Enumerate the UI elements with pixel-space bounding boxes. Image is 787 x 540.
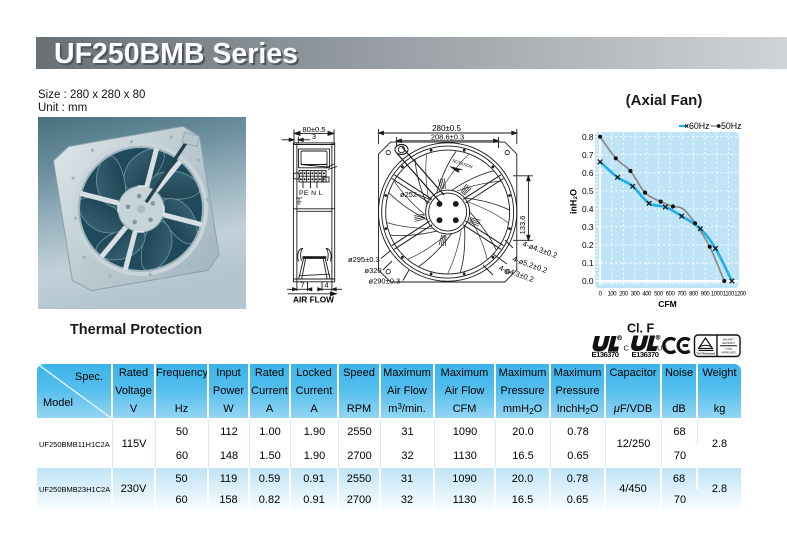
svg-text:700: 700: [677, 292, 687, 298]
svg-text:200: 200: [619, 292, 629, 298]
svg-text:900: 900: [701, 292, 711, 298]
svg-text:60Hz: 60Hz: [689, 121, 710, 131]
svg-text:E136370: E136370: [592, 350, 619, 359]
svg-text:C: C: [624, 344, 630, 353]
svg-text:E136370: E136370: [632, 350, 659, 359]
svg-text:TUV Rheinland: TUV Rheinland: [696, 352, 715, 356]
svg-text:R: R: [656, 335, 659, 340]
svg-text:1000: 1000: [711, 292, 724, 298]
svg-text:R: R: [618, 336, 621, 341]
svg-text:0: 0: [599, 292, 603, 298]
svg-text:1100: 1100: [723, 292, 735, 298]
svg-text:133.6: 133.6: [518, 216, 527, 235]
svg-text:208.6±0.3: 208.6±0.3: [431, 132, 464, 141]
svg-text:80±0.5: 80±0.5: [302, 125, 325, 134]
svg-text:PE N L: PE N L: [299, 190, 323, 197]
svg-text:300: 300: [631, 292, 641, 298]
svg-text:0.8: 0.8: [582, 132, 594, 142]
svg-text:1200: 1200: [734, 292, 747, 298]
svg-text:inH₂O: inH₂O: [570, 189, 579, 214]
svg-text:APPROVED: APPROVED: [721, 350, 736, 354]
svg-text:ROTATION: ROTATION: [452, 158, 474, 169]
svg-text:CFM: CFM: [658, 299, 676, 309]
svg-text:500: 500: [654, 292, 664, 298]
svg-text:3: 3: [312, 132, 316, 141]
svg-text:0.0: 0.0: [582, 276, 594, 286]
svg-text:ø320: ø320: [365, 266, 382, 275]
svg-text:0.1: 0.1: [582, 258, 594, 268]
svg-text:400: 400: [642, 292, 652, 298]
svg-text:ø290±0.3: ø290±0.3: [369, 277, 401, 286]
svg-text:0.3: 0.3: [582, 222, 594, 232]
svg-text:4: 4: [324, 281, 328, 290]
svg-text:4-ø4.3±0.2: 4-ø4.3±0.2: [521, 239, 558, 260]
svg-text:TYPE: TYPE: [725, 347, 732, 351]
svg-text:0.5: 0.5: [582, 186, 594, 196]
svg-text:BAUART: BAUART: [723, 338, 734, 342]
svg-text:280±0.5: 280±0.5: [432, 124, 461, 133]
svg-text:0.6: 0.6: [582, 168, 594, 178]
svg-text:US: US: [657, 344, 667, 353]
svg-text:0.2: 0.2: [582, 240, 594, 250]
svg-text:800: 800: [689, 292, 699, 298]
svg-text:ø252: ø252: [400, 190, 417, 199]
svg-text:50Hz: 50Hz: [721, 121, 742, 131]
svg-text:600: 600: [666, 292, 676, 298]
svg-text:7: 7: [300, 281, 304, 290]
svg-text:0.4: 0.4: [582, 204, 594, 214]
svg-text:Cl. F: Cl. F: [627, 322, 654, 336]
svg-text:ø295±0.3: ø295±0.3: [348, 255, 380, 264]
svg-text:GEPRUFT: GEPRUFT: [722, 341, 735, 345]
svg-text:AIR FLOW: AIR FLOW: [293, 295, 334, 305]
svg-text:0.7: 0.7: [582, 150, 594, 160]
svg-text:100: 100: [607, 292, 617, 298]
